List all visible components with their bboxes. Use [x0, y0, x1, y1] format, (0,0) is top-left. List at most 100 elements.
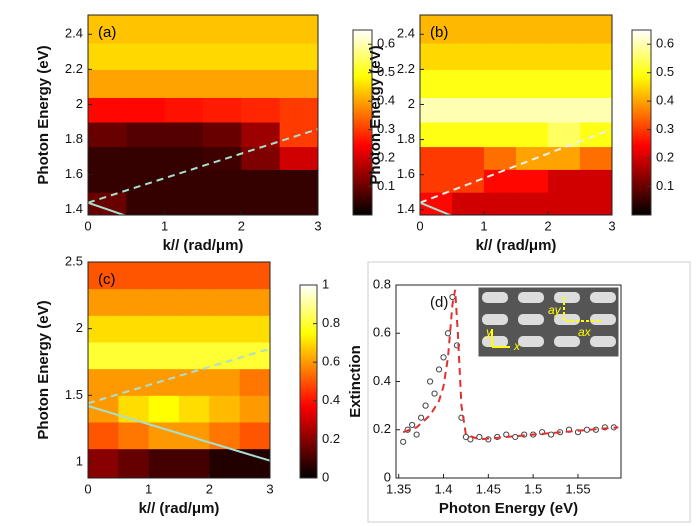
colorbar-tick-label: 0.4 [656, 93, 674, 108]
heat-cell [239, 342, 270, 370]
heat-cell [452, 97, 485, 123]
inset-label: ay [548, 303, 562, 317]
heat-cell [241, 97, 281, 123]
colorbar-tick-label: 0.1 [377, 178, 395, 193]
colorbar-tick-label: 0.6 [377, 36, 395, 51]
data-point [409, 421, 416, 429]
heat-cell [548, 122, 581, 148]
data-point [521, 431, 528, 438]
heat-cell [420, 97, 453, 123]
heat-cell [516, 69, 549, 98]
heat-cell [484, 43, 517, 70]
heat-cell [420, 43, 453, 70]
heat-cell [452, 192, 485, 215]
heat-cell [241, 192, 281, 215]
heat-cell [88, 169, 127, 193]
heat-cell [580, 122, 612, 148]
data-point [574, 429, 582, 436]
heat-cell [279, 15, 318, 44]
y-tick-label: 2 [76, 96, 83, 111]
heat-cell [279, 69, 318, 98]
y-tick-label: 2.4 [397, 26, 415, 41]
data-point [440, 354, 447, 361]
heat-cell [484, 69, 517, 98]
heat-cell [164, 122, 204, 148]
data-point [512, 433, 519, 441]
y-tick-label: 2.4 [65, 26, 83, 41]
plot-frame [87, 261, 271, 479]
heat-cell [239, 288, 270, 316]
heat-cell [209, 342, 241, 370]
heat-cell [203, 97, 242, 123]
heat-cell [118, 262, 150, 290]
heat-cell [164, 15, 204, 44]
heat-cell [484, 97, 517, 123]
x-tick-label: 2 [206, 481, 213, 496]
heat-cell [241, 69, 281, 98]
heat-cell [126, 146, 166, 170]
colorbar-tick-label: 0.2 [322, 431, 340, 446]
heat-cell [452, 169, 485, 193]
colorbar [352, 29, 373, 216]
heat-cell [118, 288, 150, 316]
inset-particle [482, 292, 508, 303]
heat-cell [118, 395, 150, 423]
heat-cell [164, 192, 204, 215]
x-tick-label: 1 [161, 218, 168, 233]
heat-cell [118, 368, 150, 396]
y-tick-label: 0 [384, 469, 391, 484]
heat-cell [203, 192, 242, 215]
data-point [435, 366, 443, 373]
heat-cell [126, 192, 166, 215]
colorbar-tick-label: 0.5 [656, 64, 674, 79]
heat-cell [239, 422, 270, 450]
inset-particle [518, 336, 544, 347]
heat-cell [148, 342, 180, 370]
inset-particle [518, 314, 544, 325]
inset-particle [482, 314, 508, 325]
data-point [422, 402, 429, 409]
heat-cell [279, 97, 318, 123]
heat-cell [484, 15, 517, 44]
heat-cell [88, 395, 119, 423]
heat-cell [148, 395, 180, 423]
heat-cell [209, 288, 241, 316]
heat-cell [279, 43, 318, 70]
x-axis-label: k// (rad/μm) [476, 237, 557, 254]
y-tick-label: 1.6 [397, 166, 415, 181]
colorbar-tick-label: 0.8 [322, 315, 340, 330]
heat-cell [164, 69, 204, 98]
data-point [417, 414, 425, 421]
plot-frame [419, 14, 613, 216]
y-tick-label: 2 [408, 96, 415, 111]
heat-cell [241, 43, 281, 70]
heat-cell [279, 146, 318, 170]
heat-cell [164, 43, 204, 70]
y-tick-label: 2 [76, 320, 83, 335]
plot-frame [87, 14, 319, 216]
heat-cell [484, 122, 517, 148]
x-tick-label: 1 [145, 481, 152, 496]
heat-cell [118, 422, 150, 450]
heat-cell [239, 368, 270, 396]
y-tick-label: 0.6 [373, 325, 391, 340]
heat-cell [126, 15, 166, 44]
x-tick-label: 1.45 [476, 481, 501, 496]
heat-cell [209, 368, 241, 396]
plot-area [400, 289, 619, 445]
heat-cell [420, 192, 453, 215]
colorbar-tick-label: 0.4 [377, 93, 395, 108]
heat-cell [88, 192, 127, 215]
heat-cell [203, 15, 242, 44]
heat-cell [580, 43, 612, 70]
panel-frame [367, 261, 691, 523]
x-tick-label: 2 [238, 218, 245, 233]
heat-cell [88, 448, 119, 478]
inset-particle [590, 314, 616, 325]
inset-arrows [563, 297, 602, 322]
heat-cell [203, 43, 242, 70]
colorbar-tick-label: 0.2 [377, 150, 395, 165]
heat-cell [118, 448, 150, 478]
heat-cell [516, 97, 549, 123]
